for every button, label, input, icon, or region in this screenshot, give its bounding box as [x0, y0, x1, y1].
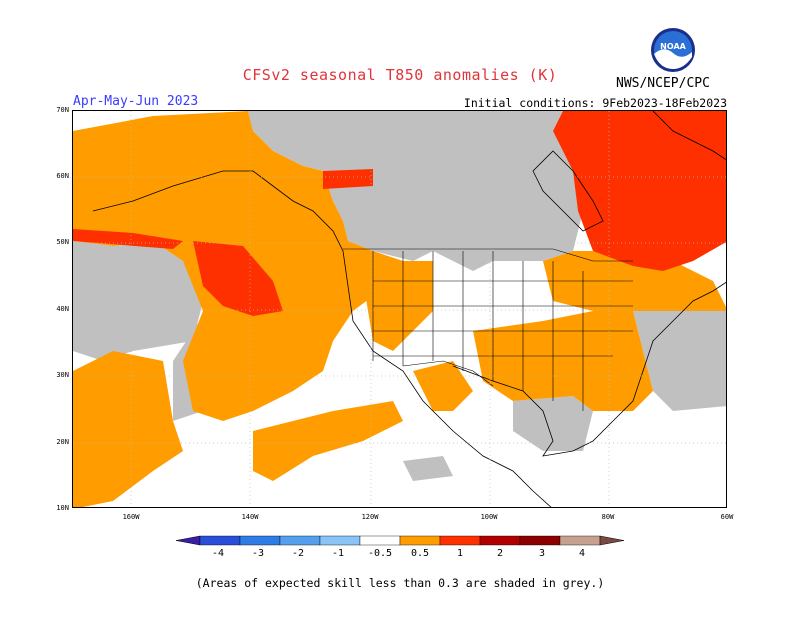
lat-label-70n: 70N [56, 106, 69, 114]
coastlines [92, 111, 726, 507]
legend-label-neg3: -3 [251, 548, 265, 559]
anomaly-map [72, 110, 727, 508]
red-northeast-pacific [193, 241, 283, 316]
legend-box-8 [519, 535, 561, 546]
legend-arrow-left [175, 535, 201, 546]
lon-label-140w: 140W [241, 513, 259, 521]
legend-box-6 [439, 535, 481, 546]
orange-south-pacific [73, 351, 183, 507]
red-gulf-alaska-strip [73, 229, 183, 249]
legend-label-pos3: 3 [538, 548, 546, 559]
legend-box-7 [479, 535, 521, 546]
us-canada-border [343, 248, 633, 262]
coastline-hudson [532, 150, 604, 232]
lon-label-160w: 160W [122, 513, 140, 521]
legend-label-neg2: -2 [291, 548, 305, 559]
grey-baja [403, 456, 453, 481]
map-title: CFSv2 seasonal T850 anomalies (K) [242, 66, 558, 84]
legend-box-4 [359, 535, 401, 546]
lon-label-60w: 60W [720, 513, 734, 521]
borders [343, 248, 633, 411]
red-northeast-canada [553, 111, 726, 271]
coastline-north-america [92, 170, 552, 507]
coastline-gulf [452, 281, 726, 457]
noaa-logo-icon: NOAA [651, 28, 695, 72]
coastline-greenland [652, 111, 726, 161]
legend-label-pos05: 0.5 [410, 548, 430, 559]
initial-conditions-label: Initial conditions: 9Feb2023-18Feb2023 [463, 96, 727, 110]
legend-boxes [175, 535, 625, 546]
orange-tropical-pacific [253, 401, 403, 481]
season-label: Apr-May-Jun 2023 [73, 94, 199, 109]
state-lines [372, 251, 633, 411]
agency-label: NWS/NCEP/CPC [616, 76, 710, 91]
legend-arrow-right [599, 535, 625, 546]
lat-label-40n: 40N [56, 305, 69, 313]
lat-label-30n: 30N [56, 371, 69, 379]
lat-label-20n: 20N [56, 438, 69, 446]
legend-label-neg1: -1 [331, 548, 345, 559]
orange-east-us [473, 311, 653, 411]
legend-box-3 [319, 535, 361, 546]
legend-box-0 [199, 535, 241, 546]
legend-label-pos1: 1 [456, 548, 464, 559]
legend-box-1 [239, 535, 281, 546]
legend-label-pos4: 4 [578, 548, 586, 559]
legend-box-9 [559, 535, 601, 546]
grey-atlantic [633, 311, 726, 411]
legend-box-2 [279, 535, 321, 546]
lat-label-10n: 10N [56, 504, 69, 512]
lon-label-80w: 80W [601, 513, 615, 521]
red-anomaly-areas [73, 111, 726, 316]
lat-label-50n: 50N [56, 238, 69, 246]
lon-label-120w: 120W [361, 513, 379, 521]
us-mexico-border [402, 360, 494, 387]
red-yukon-patch [323, 169, 373, 189]
anomaly-map-svg [73, 111, 726, 507]
legend-label-pos2: 2 [496, 548, 504, 559]
orange-great-lakes [543, 251, 726, 311]
color-legend [175, 535, 625, 546]
lon-label-100w: 100W [480, 513, 498, 521]
lat-label-60n: 60N [56, 172, 69, 180]
legend-label-neg05: -0.5 [367, 548, 393, 559]
grey-north-pacific [73, 241, 203, 361]
legend-box-5 [399, 535, 441, 546]
logo-text: NOAA [660, 42, 686, 51]
grey-north-america [248, 111, 593, 271]
legend-label-neg4: -4 [211, 548, 225, 559]
skill-note: (Areas of expected skill less than 0.3 a… [195, 576, 605, 590]
grey-gulf [513, 396, 593, 451]
orange-mexico [413, 361, 473, 411]
